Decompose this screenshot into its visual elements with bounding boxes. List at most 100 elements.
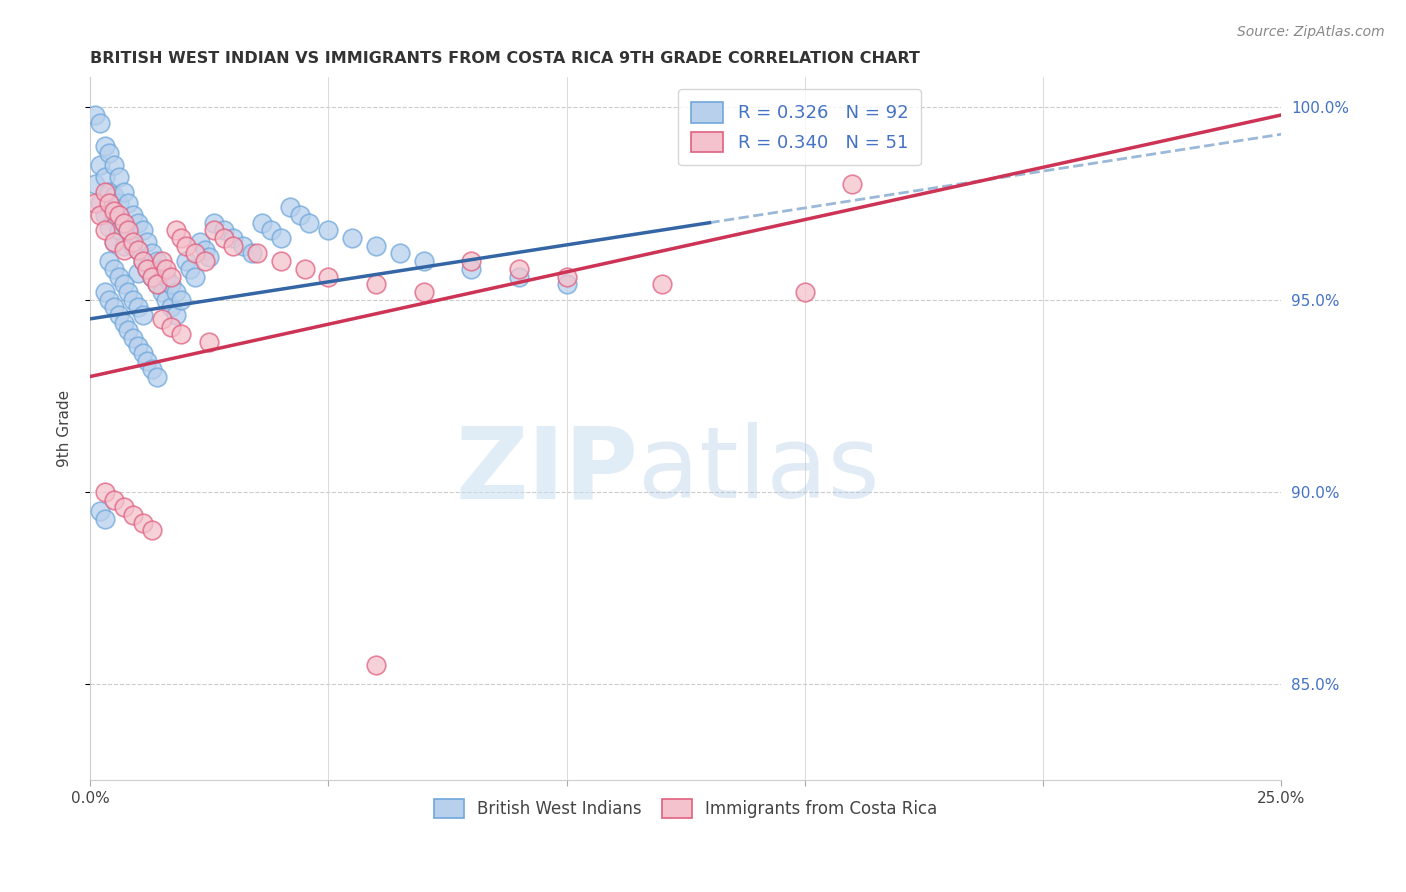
Point bbox=[122, 208, 145, 222]
Point bbox=[103, 188, 125, 202]
Point bbox=[84, 108, 107, 122]
Point bbox=[93, 223, 115, 237]
Point bbox=[103, 492, 125, 507]
Point bbox=[112, 277, 135, 292]
Point bbox=[112, 216, 135, 230]
Point bbox=[112, 216, 135, 230]
Point bbox=[117, 223, 139, 237]
Point bbox=[141, 361, 163, 376]
Point bbox=[131, 516, 153, 530]
Point bbox=[165, 223, 187, 237]
Point bbox=[318, 269, 340, 284]
Point bbox=[136, 261, 159, 276]
Point bbox=[93, 484, 115, 499]
Legend: British West Indians, Immigrants from Costa Rica: British West Indians, Immigrants from Co… bbox=[427, 792, 943, 825]
Point bbox=[112, 239, 135, 253]
Point bbox=[108, 208, 131, 222]
Point bbox=[188, 235, 211, 249]
Point bbox=[108, 223, 131, 237]
Point bbox=[270, 254, 292, 268]
Point bbox=[112, 500, 135, 515]
Point bbox=[141, 269, 163, 284]
Point bbox=[232, 239, 254, 253]
Point bbox=[93, 285, 115, 299]
Point bbox=[89, 158, 111, 172]
Point bbox=[184, 269, 207, 284]
Point bbox=[212, 231, 235, 245]
Point bbox=[270, 231, 292, 245]
Point bbox=[364, 277, 387, 292]
Point bbox=[136, 261, 159, 276]
Point bbox=[150, 254, 173, 268]
Point bbox=[160, 269, 183, 284]
Point bbox=[108, 196, 131, 211]
Point bbox=[131, 223, 153, 237]
Point bbox=[155, 269, 177, 284]
Point bbox=[127, 243, 149, 257]
Point bbox=[98, 254, 121, 268]
Point bbox=[150, 311, 173, 326]
Point bbox=[388, 246, 411, 260]
Point bbox=[155, 293, 177, 307]
Text: BRITISH WEST INDIAN VS IMMIGRANTS FROM COSTA RICA 9TH GRADE CORRELATION CHART: BRITISH WEST INDIAN VS IMMIGRANTS FROM C… bbox=[90, 51, 920, 66]
Point bbox=[150, 285, 173, 299]
Point bbox=[136, 235, 159, 249]
Point bbox=[141, 246, 163, 260]
Point bbox=[141, 524, 163, 538]
Point bbox=[179, 261, 201, 276]
Point bbox=[555, 269, 578, 284]
Point bbox=[193, 254, 215, 268]
Point bbox=[294, 261, 316, 276]
Point bbox=[122, 293, 145, 307]
Point bbox=[318, 223, 340, 237]
Point bbox=[122, 239, 145, 253]
Point bbox=[112, 185, 135, 199]
Point bbox=[108, 169, 131, 184]
Point bbox=[103, 204, 125, 219]
Point bbox=[127, 301, 149, 315]
Point bbox=[93, 512, 115, 526]
Point bbox=[103, 261, 125, 276]
Point bbox=[412, 285, 434, 299]
Point bbox=[122, 508, 145, 522]
Point bbox=[131, 254, 153, 268]
Point bbox=[174, 239, 197, 253]
Point bbox=[202, 223, 225, 237]
Point bbox=[103, 235, 125, 249]
Point bbox=[146, 254, 169, 268]
Point bbox=[198, 334, 221, 349]
Point bbox=[364, 239, 387, 253]
Point bbox=[342, 231, 364, 245]
Point bbox=[841, 178, 863, 192]
Text: atlas: atlas bbox=[638, 422, 880, 519]
Point bbox=[146, 277, 169, 292]
Point bbox=[108, 308, 131, 322]
Point bbox=[174, 254, 197, 268]
Point bbox=[117, 223, 139, 237]
Point bbox=[240, 246, 263, 260]
Point bbox=[212, 223, 235, 237]
Point bbox=[555, 277, 578, 292]
Point bbox=[98, 185, 121, 199]
Point bbox=[117, 323, 139, 337]
Point bbox=[93, 169, 115, 184]
Point bbox=[364, 657, 387, 672]
Point bbox=[89, 504, 111, 518]
Point bbox=[93, 185, 115, 199]
Point bbox=[155, 261, 177, 276]
Y-axis label: 9th Grade: 9th Grade bbox=[58, 390, 72, 467]
Point bbox=[460, 254, 482, 268]
Point bbox=[84, 196, 107, 211]
Point bbox=[103, 235, 125, 249]
Point bbox=[112, 316, 135, 330]
Point bbox=[150, 261, 173, 276]
Point bbox=[508, 269, 530, 284]
Point bbox=[160, 301, 183, 315]
Point bbox=[170, 231, 193, 245]
Point bbox=[98, 219, 121, 234]
Point bbox=[170, 293, 193, 307]
Point bbox=[103, 158, 125, 172]
Point bbox=[84, 178, 107, 192]
Point bbox=[170, 327, 193, 342]
Point bbox=[108, 269, 131, 284]
